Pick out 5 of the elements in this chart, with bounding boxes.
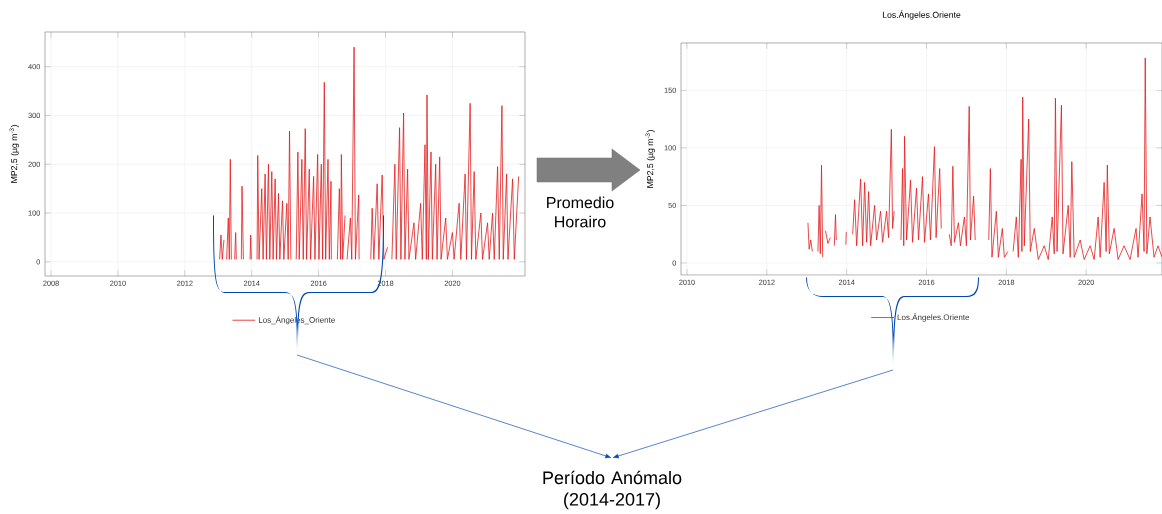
y-axis-title: MP2,5 (µg m$^{-3}$) xyxy=(9,125,19,183)
chart-title: Los.Ángeles.Oriente xyxy=(882,10,961,20)
text: Promedio Horairo xyxy=(547,196,614,228)
y-axis-title: MP2,5 (µg m$^{-3}$) xyxy=(645,130,655,188)
text: Período Anómalo (2014-2017) xyxy=(543,470,682,510)
